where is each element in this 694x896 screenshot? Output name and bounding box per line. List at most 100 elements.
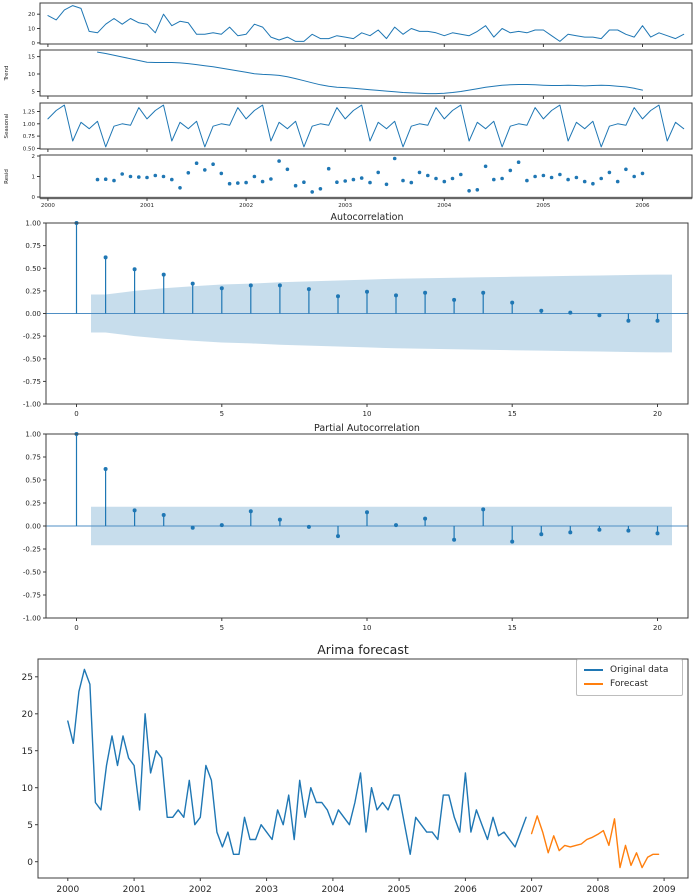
acf-xtick-label: 15 xyxy=(508,410,517,418)
acf-stems-marker xyxy=(336,294,340,299)
arima-xtick-label: 2007 xyxy=(520,885,543,895)
decomp-resid-series-point xyxy=(203,168,207,172)
decomp-resid-series-point xyxy=(326,166,331,171)
decomp-resid-series-point xyxy=(359,176,364,180)
pacf-xtick-label: 5 xyxy=(220,624,224,632)
pacf-stems-marker xyxy=(626,528,631,533)
pacf-stems-marker xyxy=(365,510,369,515)
decomp-resid-xtick-label: 2001 xyxy=(140,203,154,209)
decomp-seasonal-frame xyxy=(39,102,693,150)
pacf-ytick-label: -0.50 xyxy=(23,569,41,577)
decomp-resid-series-point xyxy=(153,173,158,178)
decomp-seasonal-ytick-label: 0.50 xyxy=(23,146,36,152)
pacf-xtick-label: 15 xyxy=(508,624,517,632)
decomp-resid-series-point xyxy=(582,179,587,184)
pacf-ytick-label: 0.50 xyxy=(25,477,41,485)
decomp-trend-frame xyxy=(39,49,693,97)
acf-xtick-label: 5 xyxy=(220,410,224,418)
acf-ytick-label: 0.25 xyxy=(25,287,41,295)
decomp-resid-series-point xyxy=(467,189,471,193)
decomp-resid-series-point xyxy=(194,161,199,165)
decomp-resid-series-point xyxy=(178,186,182,190)
decomp-resid-series-point xyxy=(186,171,191,175)
decomp-resid-series-point xyxy=(277,159,281,163)
pacf-stems-marker xyxy=(306,524,311,529)
decomp-resid-series-point xyxy=(442,179,447,184)
decomp-resid-series-point xyxy=(252,174,257,179)
arima-title: Arima forecast xyxy=(317,642,409,657)
decomp-seasonal-ytick-label: 1.00 xyxy=(23,122,36,128)
legend: Original data Forecast xyxy=(576,659,683,696)
decomp-resid-series-point xyxy=(434,176,438,181)
arima-frame xyxy=(37,658,689,879)
legend-label-original: Original data xyxy=(610,665,669,675)
acf-xtick-label: 20 xyxy=(653,410,662,418)
decomp-resid-series-point xyxy=(632,174,636,179)
pacf-stems-marker xyxy=(597,527,602,532)
acf-xtick-label: 0 xyxy=(74,410,78,418)
pacf-ytick-label: 1.00 xyxy=(25,431,41,439)
pacf-stems-marker xyxy=(423,516,428,521)
decomp-resid-xtick-label: 2002 xyxy=(239,203,253,209)
decomp-seasonal-ytick-label: 0.75 xyxy=(23,134,36,140)
arima-ytick-label: 0 xyxy=(27,858,33,868)
decomp-resid-series-point xyxy=(285,167,290,172)
pacf-title: Partial Autocorrelation xyxy=(314,423,420,434)
pacf-stems-marker xyxy=(539,532,544,537)
pacf-ytick-label: 0.25 xyxy=(25,500,41,508)
decomp-resid-series-point xyxy=(483,164,488,169)
seasonal-decomposition-figure: Trend Seasonal Resid 01020510150.500.751… xyxy=(4,2,693,209)
acf-ytick-label: 0.75 xyxy=(25,242,41,250)
pacf-stems-marker xyxy=(277,517,282,522)
decomp-resid-series-point xyxy=(95,177,100,182)
decomp-trend-ytick-label: 15 xyxy=(28,55,35,61)
arima-forecast-line xyxy=(530,815,660,869)
decomp-resid-series-point xyxy=(128,174,133,179)
acf-stems-marker xyxy=(452,297,457,302)
acf-stems-marker xyxy=(568,310,573,315)
decomp-resid-series-point xyxy=(260,179,265,184)
arima-ytick-label: 5 xyxy=(27,821,33,831)
acf-stems-marker xyxy=(306,287,311,292)
arima-ytick-label: 15 xyxy=(22,747,33,757)
acf-stems-marker xyxy=(190,281,195,286)
arima-xtick-label: 2005 xyxy=(388,885,411,895)
legend-item-forecast: Forecast xyxy=(584,677,676,691)
pacf-ytick-label: -0.75 xyxy=(23,592,41,600)
pacf-stems-marker xyxy=(219,523,224,528)
decomp-resid-series-point xyxy=(574,175,579,180)
decomp-observed-series xyxy=(47,5,685,42)
decomp-resid-series-point xyxy=(624,167,628,172)
decomp-seasonal-ytick-label: 1.25 xyxy=(23,110,36,116)
decomp-resid-series-point xyxy=(450,176,455,181)
decomp-resid-series-point xyxy=(599,176,603,181)
acf-stems-marker xyxy=(219,286,224,291)
pacf-stems-marker xyxy=(452,537,457,542)
acf-stems-marker xyxy=(481,290,486,295)
decomp-resid-series-point xyxy=(293,183,298,188)
decomp-resid-series-point xyxy=(120,172,124,176)
pacf-ytick-label: -0.25 xyxy=(23,546,41,554)
legend-item-original: Original data xyxy=(584,663,676,677)
arima-xtick-label: 2000 xyxy=(56,885,79,895)
decomp-trend-ytick-label: 5 xyxy=(32,89,36,95)
decomp-resid-series-point xyxy=(401,178,405,183)
decomp-resid-ytick-label: 2 xyxy=(32,154,36,160)
decomp-resid-series-point xyxy=(103,177,108,181)
decomp-resid-series-point xyxy=(112,178,116,183)
decomp-resid-series-point xyxy=(376,170,381,175)
legend-label-forecast: Forecast xyxy=(610,679,649,689)
acf-stems-marker xyxy=(132,267,137,272)
arima-xtick-label: 2001 xyxy=(123,885,146,895)
decomp-trend-ytick-label: 10 xyxy=(28,72,35,78)
decomp-resid-series-point xyxy=(244,180,248,185)
decomp-resid-series-point xyxy=(161,174,166,179)
decomp-resid-series-point xyxy=(137,175,141,179)
decomp-observed-ytick-label: 0 xyxy=(32,41,36,47)
pacf-xtick-label: 10 xyxy=(363,624,372,632)
pacf-stems-marker xyxy=(481,507,486,512)
decomp-observed-frame xyxy=(39,2,693,45)
decomp-resid-series-point xyxy=(145,175,149,180)
decomp-resid-series-point xyxy=(368,180,372,185)
decomp-resid-series-point xyxy=(607,170,612,175)
